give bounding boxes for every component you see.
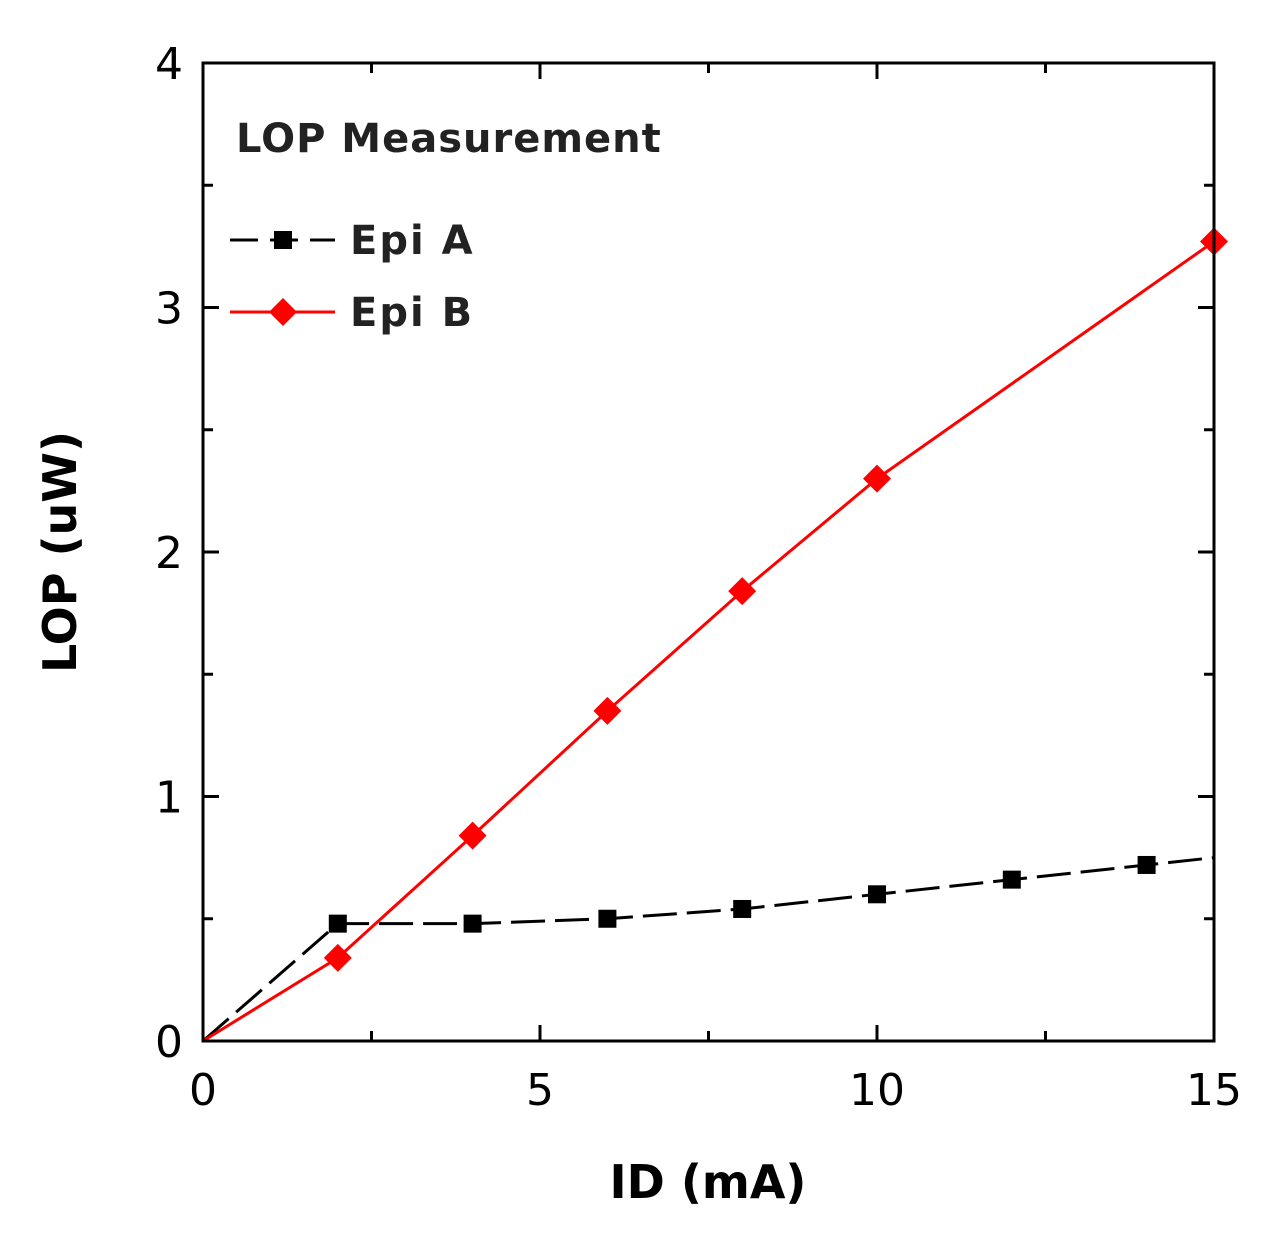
legend-marker <box>274 231 292 249</box>
series-line <box>202 856 1215 1043</box>
tick-labels: 0 5 10 15 0 1 2 3 4 <box>155 39 1242 1116</box>
y-axis-title: LOP (uW) <box>33 431 87 673</box>
data-point <box>863 464 891 493</box>
data-point <box>463 914 482 933</box>
x-tick-label: 15 <box>1186 1065 1242 1116</box>
chart-annotation: LOP Measurement <box>236 116 662 162</box>
data-point <box>868 885 886 904</box>
x-tick-label: 10 <box>849 1065 905 1116</box>
legend-label: Epi A <box>350 218 475 264</box>
x-tick-label: 0 <box>189 1065 217 1116</box>
data-point <box>598 909 617 928</box>
data-point <box>1137 855 1156 874</box>
legend-label: Epi B <box>350 290 474 336</box>
data-point <box>458 821 487 850</box>
data-point <box>728 577 757 606</box>
series-line <box>202 240 1215 1043</box>
y-tick-label: 3 <box>155 284 183 335</box>
data-point <box>328 914 347 933</box>
data-point <box>1002 870 1021 889</box>
data-point <box>593 696 622 725</box>
y-tick-label: 4 <box>155 39 183 90</box>
x-axis-title: ID (mA) <box>610 1155 807 1209</box>
data-point <box>733 899 752 918</box>
axis-ticks <box>201 61 1216 1043</box>
legend-item: Epi A <box>230 218 475 264</box>
y-tick-label: 2 <box>155 528 183 579</box>
series-epi-b <box>202 227 1228 1043</box>
plot-frame <box>201 61 1216 1043</box>
y-tick-label: 1 <box>155 773 183 824</box>
series-epi-a <box>202 855 1215 1043</box>
legend-item: Epi B <box>230 290 474 336</box>
x-tick-label: 5 <box>526 1065 554 1116</box>
legend: Epi A Epi B <box>230 218 475 336</box>
data-point <box>323 943 352 972</box>
y-tick-label: 0 <box>155 1017 183 1068</box>
series-layer <box>202 227 1228 1043</box>
legend-marker <box>269 298 297 326</box>
